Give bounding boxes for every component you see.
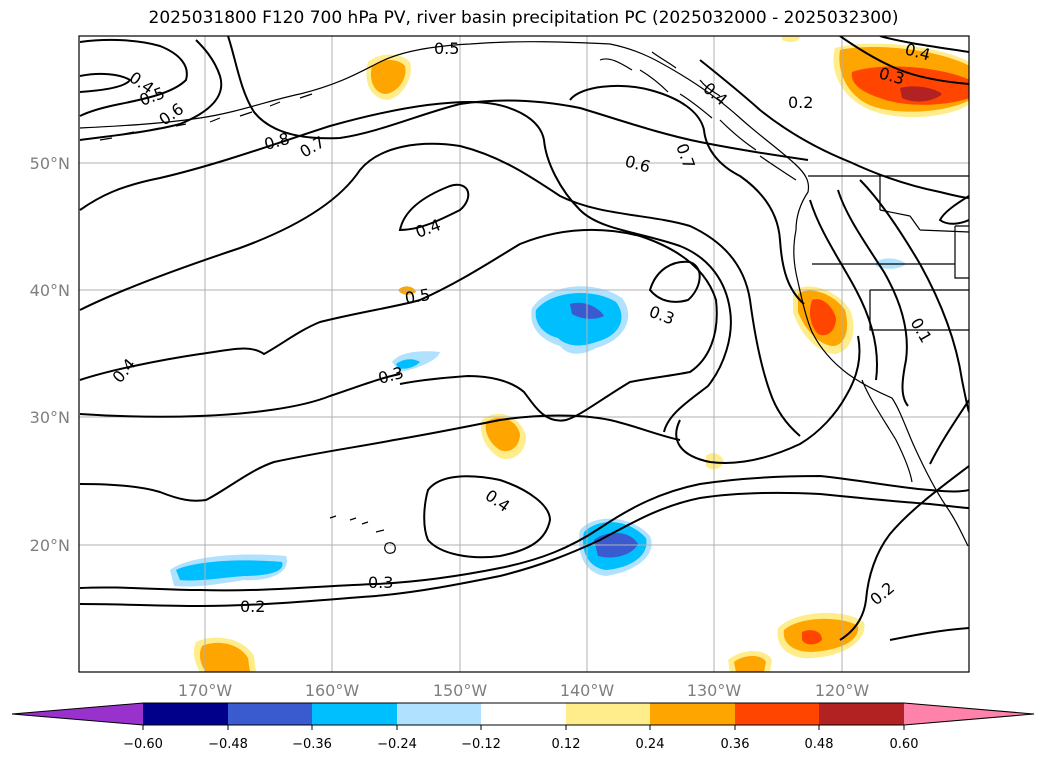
lon-labels: 170°W 160°W 150°W 140°W 130°W 120°W	[178, 681, 870, 700]
colorbar-tick-4: −0.12	[461, 737, 501, 752]
precip-blob-central-pacific-mid	[535, 292, 622, 346]
colorbar-bin-7	[650, 703, 735, 725]
colorbar-bin-9	[819, 703, 904, 725]
colorbar-bin-2	[228, 703, 312, 725]
pv-contour-labels: 0.4 0.5 0.6 0.8 0.7 0.5 0.4 0.6 0.4 0.5 …	[109, 39, 936, 616]
precip-blob-southeast-orange-max	[802, 630, 822, 645]
colorbar-tick-8: 0.48	[805, 737, 834, 752]
lon-label-170w: 170°W	[178, 681, 233, 700]
pv-label-14: 0.3	[368, 573, 393, 592]
lat-labels: 50°N 40°N 30°N 20°N	[30, 154, 70, 555]
lon-label-140w: 140°W	[560, 681, 615, 700]
precip-blob-mid-orange-core	[485, 418, 520, 452]
graticule	[79, 36, 969, 672]
precip-blob-tiny-yellow	[706, 453, 724, 470]
lat-label-40n: 40°N	[30, 281, 70, 300]
precip-blob-small-orange	[398, 286, 416, 295]
colorbar-extend-low	[12, 703, 143, 725]
precip-anomaly-layer	[170, 36, 969, 672]
colorbar-bin-3	[312, 703, 397, 725]
colorbar-tick-1: −0.48	[208, 737, 248, 752]
colorbar-bin-4	[397, 703, 481, 725]
lon-label-150w: 150°W	[433, 681, 488, 700]
pv-label-17: 0.2	[788, 93, 813, 112]
colorbar-tick-0: −0.60	[123, 737, 163, 752]
map-title: 2025031800 F120 700 hPa PV, river basin …	[148, 8, 899, 28]
pv-contours	[79, 36, 969, 641]
colorbar-tick-7: 0.36	[721, 737, 750, 752]
map-frame	[78, 35, 970, 673]
lon-label-120w: 120°W	[815, 681, 870, 700]
precip-blob-southwest-orange-core	[199, 642, 250, 672]
pv-label-6: 0.5	[434, 39, 459, 58]
precip-blob-california-core	[810, 298, 836, 336]
colorbar-bin-6	[566, 703, 650, 725]
colorbar-bin-8	[735, 703, 819, 725]
precip-blob-gulf-alaska-core	[370, 60, 406, 94]
colorbar-bin-5	[481, 703, 566, 725]
coastlines	[79, 41, 969, 554]
precip-blob-top-orange	[782, 36, 800, 43]
colorbar: −0.60 −0.48 −0.36 −0.24 −0.12 0.12 0.24 …	[11, 702, 1035, 752]
colorbar-tick-6: 0.24	[636, 737, 665, 752]
precip-blob-small-blue-core	[396, 359, 420, 369]
pv-label-15: 0.2	[240, 597, 265, 616]
lon-label-160w: 160°W	[305, 681, 360, 700]
precip-blob-bc-max	[900, 86, 942, 102]
precip-blob-west-blue-core	[176, 560, 283, 581]
colorbar-bin-1	[143, 703, 228, 725]
lon-label-130w: 130°W	[687, 681, 742, 700]
colorbar-extend-high	[904, 703, 1034, 725]
colorbar-tick-3: −0.24	[377, 737, 417, 752]
lat-label-30n: 30°N	[30, 408, 70, 427]
lat-label-50n: 50°N	[30, 154, 70, 173]
lat-label-20n: 20°N	[30, 536, 70, 555]
pv-label-10: 0.5	[403, 285, 431, 308]
colorbar-tick-5: 0.12	[552, 737, 581, 752]
colorbar-tick-9: 0.60	[890, 737, 919, 752]
precip-blob-south-orange-core	[734, 656, 766, 672]
colorbar-tick-2: −0.36	[292, 737, 332, 752]
